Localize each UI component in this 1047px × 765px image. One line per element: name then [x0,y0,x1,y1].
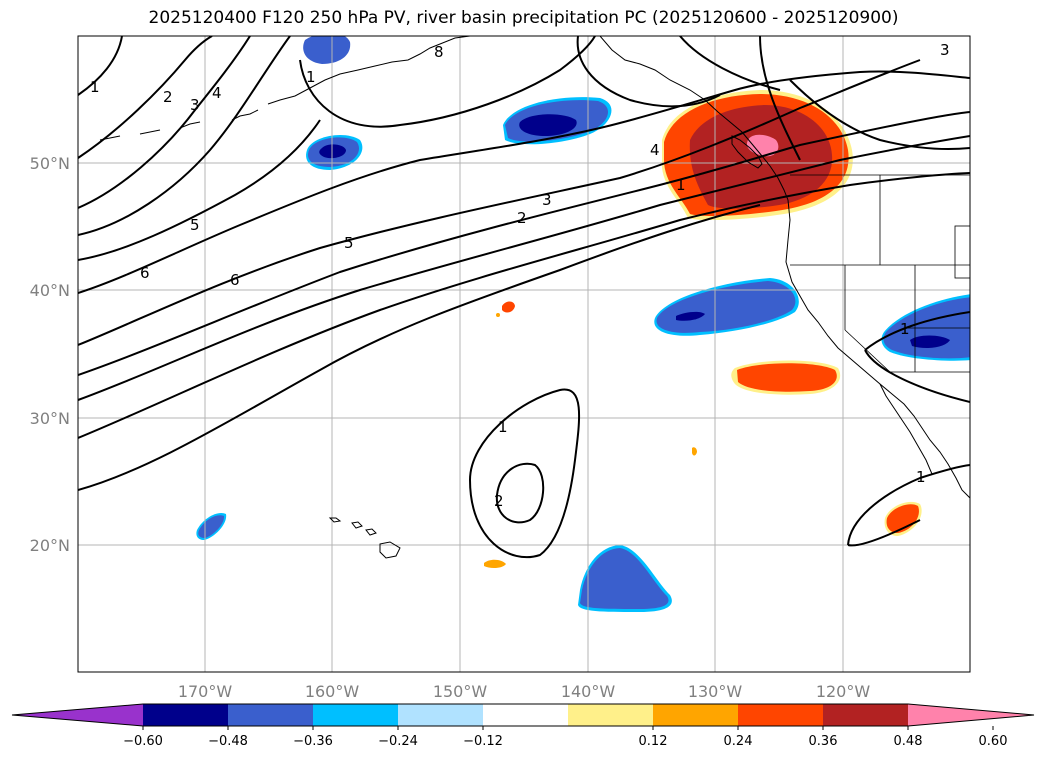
lat-label: 40°N [30,281,70,300]
colorbar-tick-label: −0.24 [378,734,418,749]
colorbar-tick-label: 0.12 [639,734,668,749]
colorbar-tick-label: −0.36 [293,734,333,749]
coastlines [99,36,970,559]
colorbar-tick-label: 0.24 [724,734,753,749]
us-west-coast [785,199,970,499]
pv-contours [78,36,970,559]
lon-label: 120°W [816,682,871,701]
colorbar-tick-label: −0.60 [123,734,163,749]
lat-label: 30°N [30,409,70,428]
borders [790,174,970,373]
colorbar-box [313,704,398,726]
pv-contour-subtropical-1 [468,388,581,559]
colorbar-box [653,704,738,726]
contour-label: 1 [900,320,910,338]
contour-label: 1 [676,176,686,194]
contour-label: 1 [306,68,316,86]
map-title: 2025120400 F120 250 hPa PV, river basin … [148,8,899,28]
hawaii-islands [328,517,401,559]
contour-label: 1 [498,418,508,436]
bc-coast [599,36,789,201]
colorbar-box [143,704,228,726]
colorbar-box [823,704,908,726]
map-frame [77,35,971,673]
colorbar-extend-min [12,704,143,726]
contour-label: 3 [190,96,200,114]
pv-contour-gulf [299,36,596,128]
contour-label: 5 [190,216,200,234]
colorbar-box [738,704,823,726]
colorbar-box [568,704,653,726]
colorbar-box [228,704,313,726]
colorbar-box [398,704,483,726]
gridlines [78,36,970,672]
colorbar-tick-label: 0.60 [979,734,1008,749]
contour-labels: 1 2 3 4 5 6 1 4 1 3 2 5 6 1 2 1 1 3 8 [90,41,950,510]
colorbar-tick-label: −0.48 [208,734,248,749]
colorbar-extend-max [908,704,1034,726]
pv-contour-subtropical-2 [495,462,545,524]
lon-label: 150°W [433,682,488,701]
contour-label: 1 [90,78,100,96]
colorbar-tick-label: −0.12 [463,734,503,749]
lat-label: 20°N [30,536,70,555]
colorbar-tick-label: 0.48 [894,734,923,749]
contour-label: 2 [494,492,504,510]
contour-label: 8 [434,43,444,61]
precip-negative-north [303,36,351,64]
contour-label: 2 [163,88,173,106]
pv-contour-3 [78,36,251,209]
contour-label: 5 [344,234,354,252]
contour-label: 2 [517,209,527,227]
contour-label: 3 [940,41,950,59]
baja-coast [879,383,933,475]
contour-label: 6 [140,264,150,282]
lon-label: 130°W [688,682,743,701]
lon-label: 170°W [178,682,233,701]
contour-label: 4 [650,141,660,159]
precip-positive-small-146w [502,301,515,313]
lon-label: 140°W [561,682,616,701]
pv-contour-6 [78,70,970,294]
lon-label: 160°W [305,682,360,701]
pv-contour-1 [78,36,123,96]
pv-contour-2 [78,36,213,159]
lon-labels: 170°W 160°W 150°W 140°W 130°W 120°W [178,682,871,701]
contour-label: 3 [542,191,552,209]
colorbar: −0.60 −0.48 −0.36 −0.24 −0.12 0.12 0.24 0.36 0.4… [11,703,1035,749]
lat-labels: 50°N 40°N 30°N 20°N [30,154,70,555]
contour-label: 1 [916,468,926,486]
contour-label: 4 [212,84,222,102]
lat-label: 50°N [30,154,70,173]
alaska-coast [267,36,471,105]
contour-label: 6 [230,271,240,289]
colorbar-box [483,704,568,726]
colorbar-tick-label: 0.36 [809,734,838,749]
